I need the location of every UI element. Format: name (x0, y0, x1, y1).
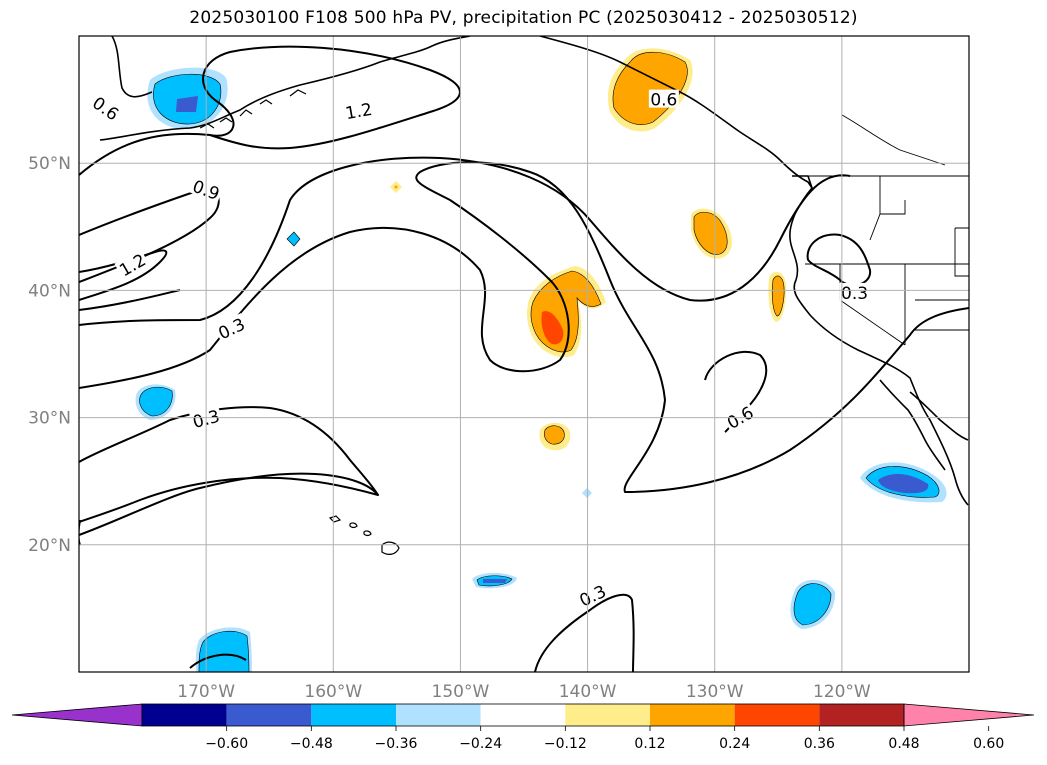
svg-text:0.6: 0.6 (650, 91, 677, 111)
precip-negative-blob (582, 488, 592, 498)
latitude-tick-label: 30°N (28, 409, 71, 429)
gulf-california (909, 391, 969, 441)
pv-contour (534, 593, 635, 672)
svg-text:0.3: 0.3 (841, 284, 868, 304)
pv-contour-label: 1.2 (342, 98, 375, 124)
precip-positive-blob (394, 185, 398, 189)
colorbar-tick-label: −0.24 (459, 736, 502, 752)
canada-coast (789, 175, 969, 506)
colorbar-segment (565, 704, 650, 726)
longitude-tick-label: 150°W (432, 682, 490, 702)
pv-contour-label: 0.6 (648, 89, 679, 111)
colorbar-tick-label: −0.36 (375, 736, 418, 752)
precip-negative-blob (139, 386, 173, 417)
longitude-tick-label: 170°W (177, 682, 235, 702)
colorbar: −0.60 −0.48 −0.36 −0.24 −0.12 0.12 0.24 0.36 0.4… (11, 703, 1035, 752)
colorbar-tick-label: 0.48 (888, 736, 919, 752)
pv-contour-labels: 0.6 1.20.91.20.30.30.30.60.30.6 (88, 89, 870, 611)
map-content: 0.6 1.20.91.20.30.30.30.60.30.6 (79, 36, 969, 672)
colorbar-extend-low (11, 703, 143, 727)
colorbar-tick-label: 0.12 (634, 736, 665, 752)
longitude-tick-label: 140°W (559, 682, 617, 702)
pv-contour (79, 156, 851, 326)
precip-positive-blob (693, 211, 728, 255)
pv-contour (806, 233, 872, 287)
precip-negative-blob (878, 474, 929, 494)
svg-text:1.2: 1.2 (344, 100, 374, 124)
latitude-tick-label: 20°N (28, 536, 71, 556)
aleutian-islands (199, 89, 307, 129)
svg-text:0.6: 0.6 (88, 93, 122, 125)
pv-contours (79, 45, 969, 672)
precip-negative-blob (483, 579, 507, 583)
pv-contour (79, 161, 969, 493)
colorbar-tick-label: −0.12 (544, 736, 587, 752)
hawaii-island (381, 541, 400, 555)
coastlines (99, 36, 969, 506)
borders (805, 114, 969, 346)
precip-negative-blob (286, 231, 301, 247)
colorbar-segment (480, 704, 566, 726)
pv-contour (79, 45, 461, 176)
pv-contour (189, 653, 247, 669)
colorbar-segment (650, 704, 735, 726)
pv-contour-label: 0.3 (574, 580, 610, 611)
longitude-tick-label: 160°W (304, 682, 362, 702)
colorbar-frame (141, 703, 905, 727)
islands (199, 89, 400, 555)
longitude-tick-label: 130°W (686, 682, 744, 702)
pv-contour-label: 0.3 (839, 282, 870, 304)
colorbar-tick-label: −0.48 (290, 736, 333, 752)
colorbar-segment (142, 704, 227, 726)
precip-positive-blob (771, 275, 785, 317)
pv-contour (79, 472, 379, 536)
precip-negative-blob (793, 583, 832, 626)
hawaii-island (328, 515, 342, 523)
precip-positive-blob (544, 425, 565, 445)
longitude-tick-label: 120°W (813, 682, 871, 702)
alaska-coast (99, 36, 471, 141)
latitude-tick-label: 50°N (28, 154, 71, 174)
colorbar-segment (311, 704, 396, 726)
longitude-labels: 170°W 160°W 150°W 140°W 130°W 120°W (177, 682, 871, 702)
colorbar-segment (226, 704, 312, 726)
latitude-labels: 50°N 40°N 30°N 20°N (28, 154, 71, 556)
precip-negative-blob (176, 96, 198, 112)
colorbar-tick-label: −0.60 (205, 736, 248, 752)
colorbar-tick-label: 0.60 (973, 736, 1004, 752)
figure-title: 2025030100 F108 500 hPa PV, precipitatio… (189, 8, 858, 28)
colorbar-tick-label: 0.36 (804, 736, 835, 752)
baja-peninsula (879, 379, 946, 471)
gridlines (79, 36, 969, 672)
colorbar-segment (396, 704, 481, 726)
colorbar-tick-label: 0.24 (719, 736, 750, 752)
latitude-tick-label: 40°N (28, 281, 71, 301)
colorbar-segment (734, 704, 820, 726)
precip-shading (135, 48, 947, 672)
pv-contour-label: 0.6 (88, 91, 124, 125)
hawaii-island (349, 522, 358, 529)
colorbar-segment (819, 704, 904, 726)
precip-negative-blob (198, 630, 250, 672)
pv-contour (79, 406, 379, 523)
colorbar-extend-high (903, 703, 1035, 727)
pv-contour-label: 1.2 (114, 248, 150, 281)
precip-positive-blob (541, 311, 564, 345)
hawaii-island (363, 530, 372, 537)
map-frame (78, 35, 970, 673)
